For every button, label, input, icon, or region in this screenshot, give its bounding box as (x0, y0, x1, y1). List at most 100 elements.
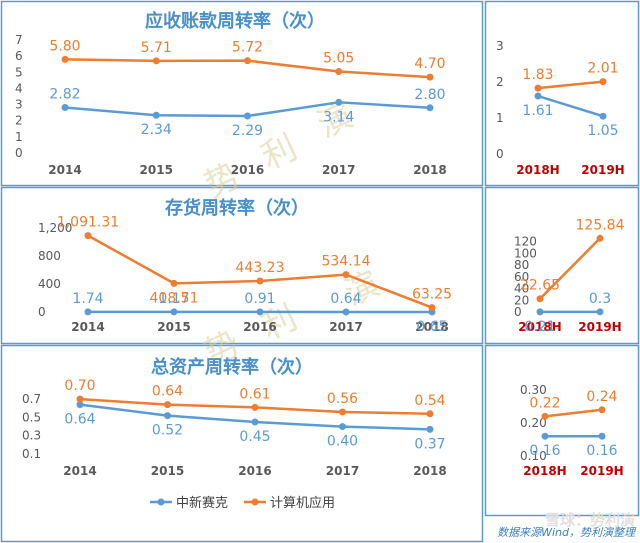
data-point-orange (76, 395, 84, 403)
data-label-blue: 0.40 (327, 434, 358, 450)
legend-item-orange: 计算机应用 (244, 495, 335, 511)
data-label-blue: 0.21 (524, 319, 555, 335)
chart-receivables-half: 0 1 2 3 2018H 2019H 1.61 1.05 1.83 2.01 (496, 39, 625, 177)
legend-marker-blue (157, 498, 165, 506)
panel-total-assets-half (484, 344, 640, 517)
footer-source: 数据来源Wind，势利演整理 (497, 526, 637, 539)
y-tick-label: 400 (38, 277, 61, 291)
data-point-blue (598, 432, 606, 440)
data-point-blue (251, 418, 259, 426)
chart-total-assets-half: 0.10 0.20 0.30 2018H 2019H 0.16 0.16 0.22 0.24 (520, 383, 624, 478)
data-point-orange (536, 295, 544, 303)
data-point-orange (426, 73, 434, 81)
x-tick-label: 2015 (157, 320, 190, 334)
data-label-orange: 1.83 (522, 67, 553, 83)
data-point-blue (61, 103, 69, 111)
x-tick-label: 2015 (151, 464, 184, 478)
data-label-orange: 5.71 (141, 40, 172, 56)
data-label-blue: 0.52 (152, 423, 183, 439)
chart-inventory-annual: 0 400 800 1,200 2014 2015 2016 2017 2018 1.74 1.17… (38, 215, 452, 335)
y-tick-label: 6 (15, 49, 23, 63)
data-point-blue (426, 104, 434, 112)
data-label-orange: 2.01 (587, 61, 618, 77)
data-point-orange (598, 406, 606, 414)
y-tick-label: 0 (496, 147, 504, 161)
x-tick-label: 2019H (580, 464, 623, 478)
data-label-blue: 0.64 (330, 291, 361, 307)
y-tick-label: 1,200 (38, 221, 72, 235)
data-point-blue (152, 111, 160, 119)
data-label-orange: 0.64 (152, 384, 183, 400)
data-label-blue: 2.82 (49, 86, 80, 102)
chart-title-inventory: 存货周转率（次） (165, 197, 309, 219)
x-tick-label: 2017 (322, 163, 355, 177)
data-point-orange (61, 55, 69, 63)
data-point-orange (164, 401, 171, 409)
x-tick-label: 2016 (243, 320, 276, 334)
y-tick-label: 1 (15, 130, 23, 144)
data-label-orange: 408.51 (150, 290, 199, 306)
data-point-orange (84, 232, 92, 240)
data-label-blue: 0.16 (586, 443, 617, 459)
data-point-orange (256, 277, 264, 285)
data-point-blue (534, 92, 542, 100)
chart-receivables-annual: 0 1 2 3 4 5 6 7 2014 2015 2016 2017 2018 2.82 2.34 2.29… (15, 33, 447, 177)
data-label-orange: 0.70 (64, 378, 95, 394)
panel-total-assets-annual (0, 344, 484, 543)
chart-total-assets-annual: 0.1 0.3 0.5 0.7 2014 2015 2016 2017 2018 0.64 0.52… (22, 378, 447, 478)
data-point-orange (599, 78, 607, 86)
y-tick-label: 120 (514, 235, 537, 249)
data-label-blue: 0.45 (239, 429, 270, 445)
x-tick-label: 2019H (581, 163, 624, 177)
data-point-blue (342, 308, 350, 316)
y-tick-label: 1 (496, 111, 504, 125)
y-tick-label: 0 (38, 305, 46, 319)
data-label-blue: 1.17 (158, 291, 189, 307)
data-label-blue: 0.91 (244, 291, 275, 307)
data-point-blue (76, 401, 84, 409)
x-tick-label: 2015 (140, 163, 173, 177)
data-label-orange: 534.14 (322, 254, 371, 270)
x-tick-label: 2016 (231, 163, 264, 177)
y-tick-label: 80 (514, 258, 529, 272)
legend-marker-orange (251, 498, 259, 506)
y-tick-label: 20 (514, 293, 529, 307)
data-point-blue (339, 423, 346, 431)
data-label-blue: 1.74 (72, 291, 103, 307)
y-tick-label: 40 (514, 282, 529, 296)
y-tick-label: 3 (15, 98, 23, 112)
legend-item-blue: 中新赛克 (150, 495, 228, 511)
data-point-orange (251, 403, 259, 411)
x-tick-label: 2014 (63, 464, 96, 478)
y-tick-label: 0 (514, 305, 522, 319)
data-label-blue: 0.64 (64, 412, 95, 428)
data-point-orange (534, 84, 542, 92)
data-label-blue: 0.16 (529, 443, 560, 459)
y-tick-label: 60 (514, 270, 529, 284)
x-tick-label: 2018H (518, 320, 561, 334)
series-line-orange (544, 408, 603, 418)
x-tick-label: 2018 (413, 464, 446, 478)
data-label-blue: 0.65 (416, 319, 447, 335)
data-label-orange: 63.25 (412, 287, 452, 303)
data-point-orange (335, 67, 343, 75)
series-line-orange (539, 237, 601, 300)
data-label-orange: 4.70 (414, 56, 445, 72)
y-tick-label: 0.1 (22, 447, 41, 461)
y-tick-label: 0.7 (22, 392, 41, 406)
x-tick-label: 2014 (48, 163, 81, 177)
x-tick-label: 2018H (516, 163, 559, 177)
data-point-blue (596, 308, 604, 316)
x-tick-label: 2018 (413, 163, 446, 177)
data-label-orange: 0.56 (327, 391, 358, 407)
data-label-orange: 0.24 (586, 389, 617, 405)
data-point-orange (342, 271, 350, 279)
data-point-orange (426, 410, 434, 418)
x-tick-label: 2014 (71, 320, 104, 334)
data-point-orange (152, 57, 160, 65)
data-point-blue (84, 308, 92, 316)
data-label-blue: 1.61 (522, 103, 553, 119)
data-point-orange (541, 412, 549, 420)
data-point-orange (339, 408, 346, 416)
